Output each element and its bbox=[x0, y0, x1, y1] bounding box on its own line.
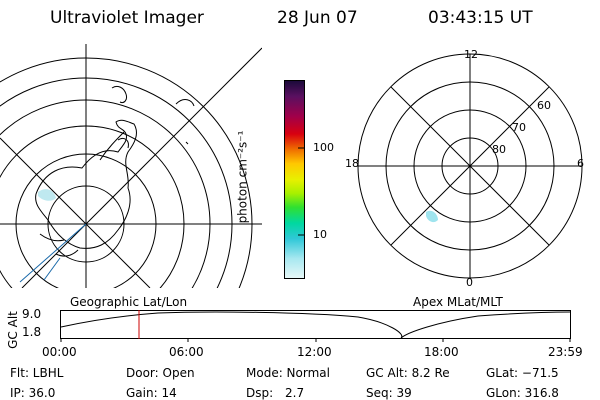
mlt-label-12: 12 bbox=[464, 48, 478, 61]
colorbar-unit-label: photon cm⁻²s⁻¹ bbox=[235, 130, 250, 224]
ip-info: IP: 36.0 bbox=[10, 386, 56, 400]
mlt-label-18: 18 bbox=[345, 157, 359, 170]
date-label: 28 Jun 07 bbox=[277, 8, 358, 28]
colorbar bbox=[284, 80, 305, 279]
time-label: 03:43:15 UT bbox=[428, 8, 533, 28]
altitude-xtick-1800: 18:00 bbox=[424, 345, 459, 359]
mlt-label-6: 6 bbox=[577, 157, 584, 170]
geographic-map bbox=[0, 44, 262, 288]
altitude-ytick-1-8: 1.8 bbox=[22, 325, 42, 339]
altitude-ytick-9: 9.0 bbox=[22, 307, 42, 321]
gain-info: Gain: 14 bbox=[126, 386, 177, 400]
gc-alt-info: GC Alt: 8.2 Re bbox=[366, 366, 450, 380]
altitude-plot bbox=[60, 310, 572, 342]
polar-plot bbox=[357, 53, 583, 279]
dsp-value: 2.7 bbox=[285, 386, 305, 400]
door-info: Door: Open bbox=[126, 366, 195, 380]
instrument-title: Ultraviolet Imager bbox=[50, 8, 204, 28]
altitude-ylabel: GC Alt bbox=[5, 311, 20, 349]
seq-info: Seq: 39 bbox=[366, 386, 412, 400]
mlt-label-0: 0 bbox=[466, 276, 473, 289]
glon-info: GLon: 316.8 bbox=[486, 386, 559, 400]
altitude-xtick-2359: 23:59 bbox=[548, 345, 583, 359]
altitude-xtick-0600: 06:00 bbox=[169, 345, 204, 359]
dsp-label: Dsp: bbox=[246, 386, 274, 400]
mlat-label-70: 70 bbox=[512, 121, 526, 134]
altitude-xtick-1200: 12:00 bbox=[297, 345, 332, 359]
apex-title: Apex MLat/MLT bbox=[413, 295, 503, 309]
altitude-xtick-0000: 00:00 bbox=[42, 345, 77, 359]
mlat-label-60: 60 bbox=[537, 99, 551, 112]
glat-info: GLat: −71.5 bbox=[486, 366, 559, 380]
mlat-label-80: 80 bbox=[492, 143, 506, 156]
geographic-title: Geographic Lat/Lon bbox=[70, 295, 188, 309]
filter-info: Flt: LBHL bbox=[10, 366, 64, 380]
mode-info: Mode: Normal bbox=[246, 366, 330, 380]
colorbar-tick-100: 100 bbox=[313, 141, 334, 154]
colorbar-tick-10: 10 bbox=[313, 228, 327, 241]
